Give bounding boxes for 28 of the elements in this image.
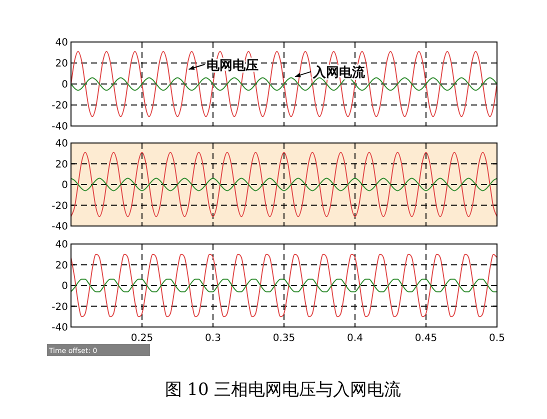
y-tick-label: 20 <box>55 159 68 170</box>
y-tick-label: -40 <box>52 122 68 132</box>
line-series <box>71 77 497 91</box>
x-tick-label: 0.35 <box>272 333 296 344</box>
y-tick-label: -20 <box>52 200 68 212</box>
y-tick-label: 0 <box>62 180 68 191</box>
x-tick-label: 0.25 <box>130 333 154 344</box>
x-tick-label: 0.45 <box>414 333 438 344</box>
x-tick-label: 0.5 <box>489 333 505 344</box>
y-tick-label: 40 <box>55 240 68 250</box>
y-tick-label: -40 <box>52 222 68 232</box>
x-tick-label: 0.3 <box>205 333 221 344</box>
line-series <box>71 254 497 318</box>
caption: 图 10 三相电网电压与入网电流 <box>164 380 402 400</box>
y-tick-label: 40 <box>55 138 68 150</box>
line-series <box>71 152 497 218</box>
y-tick-label: 20 <box>55 260 68 272</box>
y-tick-label: 0 <box>62 80 68 90</box>
y-tick-label: -20 <box>52 100 68 112</box>
x-tick-label: 0.4 <box>347 333 363 344</box>
line-series <box>71 178 497 192</box>
y-tick-label: 20 <box>55 58 68 70</box>
y-tick-label: 0 <box>62 281 68 292</box>
line-series <box>71 50 497 118</box>
y-tick-label: -20 <box>52 302 68 313</box>
y-tick-label: 40 <box>55 38 68 48</box>
y-tick-label: -40 <box>52 322 68 334</box>
line-series <box>71 278 497 292</box>
